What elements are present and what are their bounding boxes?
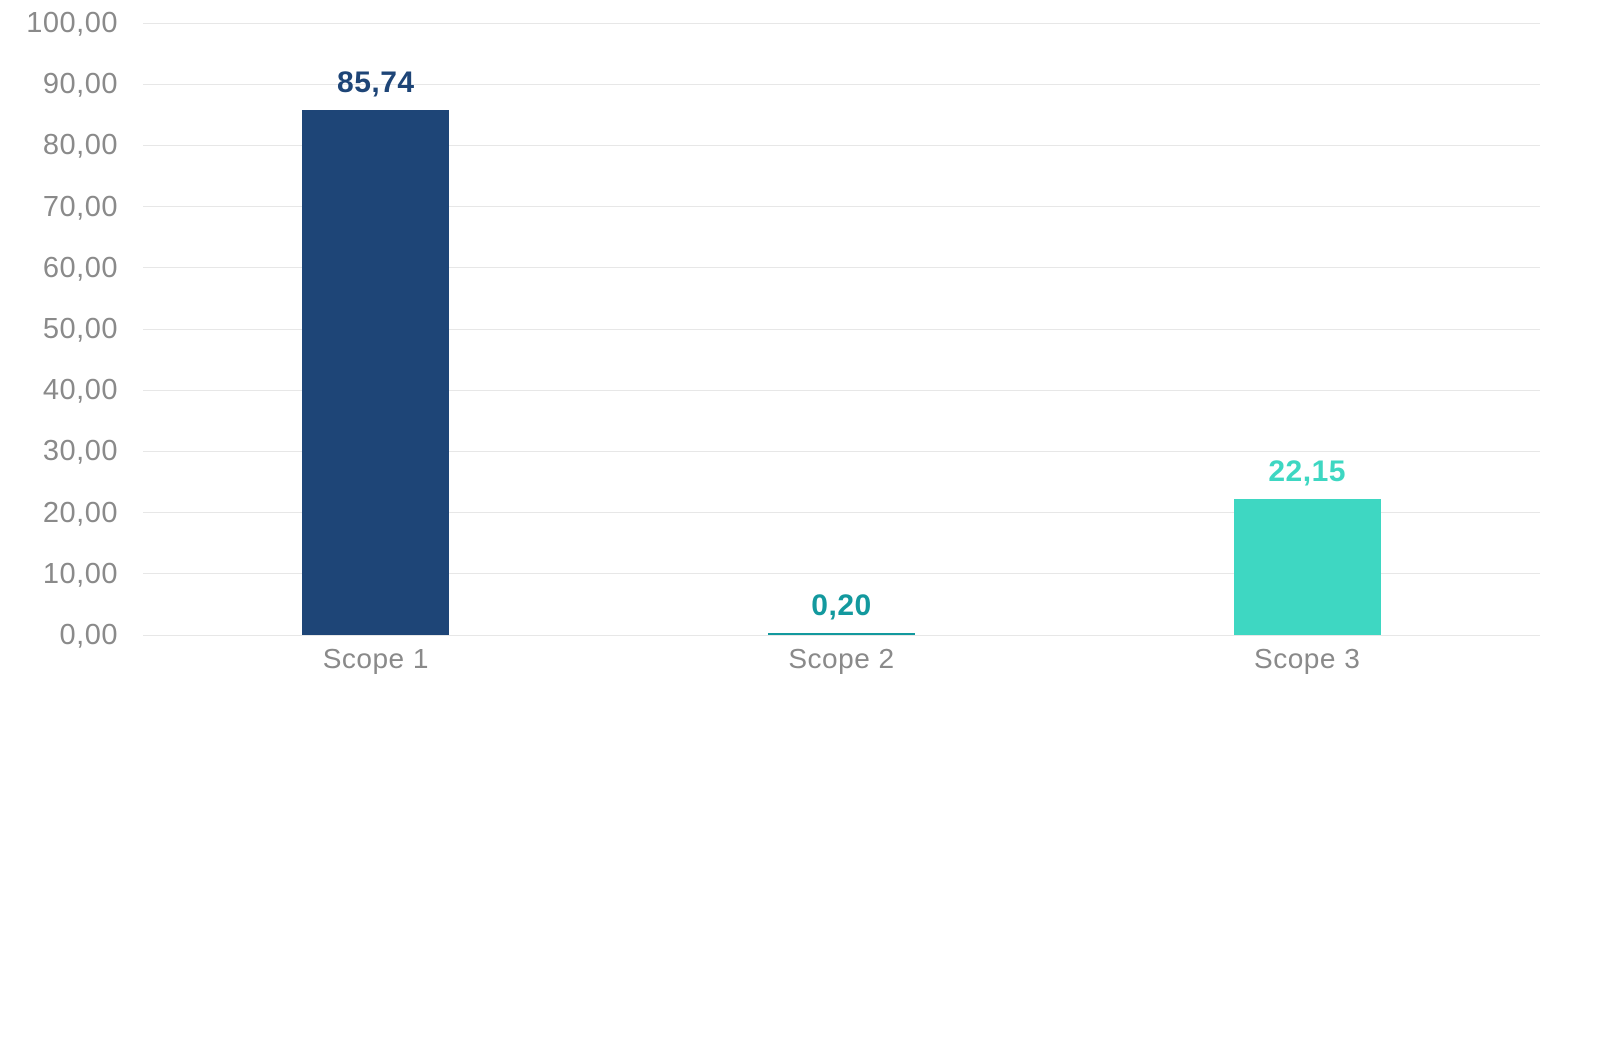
y-tick-label: 30,00 xyxy=(42,435,118,468)
category-label-3: Scope 3 xyxy=(1254,643,1361,674)
y-tick-label: 50,00 xyxy=(42,313,118,345)
gridline xyxy=(143,512,1540,514)
y-tick-label: 0,00 xyxy=(59,619,118,651)
y-tick-label: 70,00 xyxy=(42,190,118,223)
category-label-1: Scope 1 xyxy=(322,643,429,674)
bar-scope-3[interactable] xyxy=(1233,499,1381,635)
gridline xyxy=(143,389,1540,391)
gridline xyxy=(143,573,1540,575)
bar-value-label: 22,15 xyxy=(1268,455,1346,489)
gridline xyxy=(143,267,1540,269)
gridline xyxy=(143,22,1540,24)
bar-scope-2[interactable] xyxy=(768,633,915,635)
gridline xyxy=(143,634,1540,636)
y-tick-label: 10,00 xyxy=(42,557,118,590)
category-label-2: Scope 2 xyxy=(788,643,895,674)
gridline xyxy=(143,83,1540,85)
y-tick-label: 80,00 xyxy=(42,129,118,162)
gridline xyxy=(143,206,1540,208)
bar-value-label: 0,20 xyxy=(811,589,872,622)
y-tick-label: 20,00 xyxy=(42,496,118,529)
y-tick-label: 40,00 xyxy=(42,374,118,407)
y-tick-label: 60,00 xyxy=(42,251,118,284)
bar-scope-1[interactable] xyxy=(302,110,450,635)
gridline xyxy=(143,328,1540,330)
gridline xyxy=(143,144,1540,146)
y-tick-label: 100,00 xyxy=(26,7,118,39)
gridline xyxy=(143,450,1540,452)
bar-value-label: 85,74 xyxy=(337,66,415,100)
y-tick-label: 90,00 xyxy=(42,68,118,101)
